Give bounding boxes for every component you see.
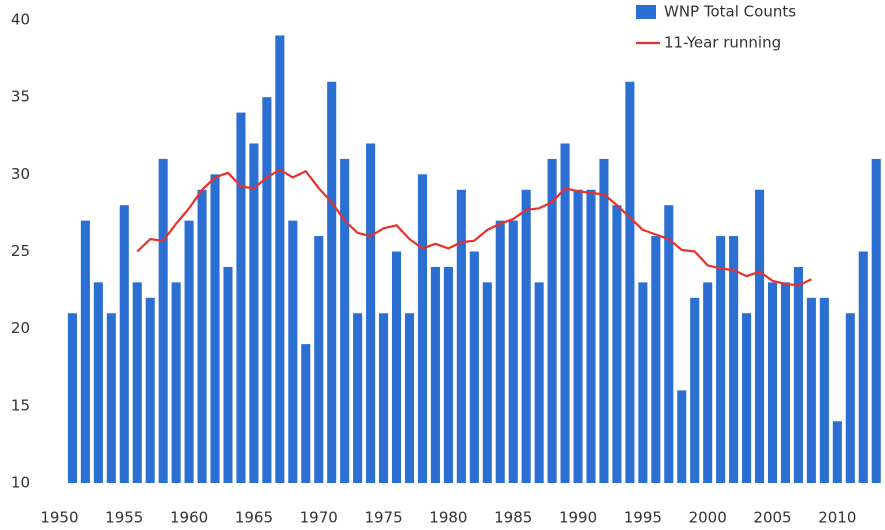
y-tick-label: 35 — [11, 88, 30, 106]
y-tick-label: 20 — [11, 319, 30, 337]
bar — [236, 112, 246, 483]
bar — [456, 189, 466, 483]
bar — [223, 266, 233, 483]
x-tick-label: 1955 — [105, 509, 143, 527]
bar — [560, 143, 570, 483]
bar — [638, 282, 648, 483]
bar — [443, 266, 453, 483]
bar — [534, 282, 544, 483]
y-tick-label: 40 — [11, 11, 30, 29]
bar — [391, 251, 402, 483]
bar — [690, 297, 700, 483]
bar — [301, 344, 311, 483]
bar — [521, 189, 531, 483]
bar — [508, 220, 518, 483]
bar — [314, 236, 324, 483]
bar — [93, 282, 103, 483]
x-tick-label: 1950 — [40, 509, 78, 527]
bar — [184, 220, 194, 483]
bar — [340, 158, 350, 483]
bar — [586, 189, 596, 483]
bar — [366, 143, 376, 483]
bar — [210, 174, 220, 484]
bar — [703, 282, 713, 483]
bar — [327, 81, 337, 483]
bar — [599, 158, 609, 483]
y-tick-label: 25 — [11, 242, 30, 260]
bar — [262, 97, 272, 484]
x-tick-label: 2005 — [753, 509, 791, 527]
bar — [793, 266, 803, 483]
legend-label: WNP Total Counts — [664, 3, 796, 21]
bar — [767, 282, 778, 483]
bar — [197, 189, 207, 483]
line — [136, 168, 812, 287]
bar — [677, 390, 687, 483]
x-tick-label: 1965 — [235, 509, 273, 527]
x-tick-label: 1985 — [494, 509, 532, 527]
y-tick-label: 10 — [11, 474, 30, 492]
x-tick-label: 1960 — [170, 509, 208, 527]
bar — [171, 282, 181, 483]
bar — [469, 251, 479, 483]
bar — [742, 313, 752, 483]
bar — [495, 220, 505, 483]
bar — [379, 313, 389, 483]
bar — [716, 236, 726, 483]
bar — [275, 35, 285, 483]
bar — [67, 313, 77, 483]
bar — [871, 158, 881, 483]
bar — [132, 282, 142, 483]
bar — [845, 313, 855, 483]
bar — [651, 236, 661, 483]
bar — [288, 220, 298, 483]
bar — [482, 282, 492, 483]
bar — [664, 205, 674, 483]
bar — [729, 236, 739, 483]
x-tick-label: 2000 — [689, 509, 727, 527]
x-tick-label: 1970 — [300, 509, 338, 527]
bar — [780, 282, 791, 483]
bar — [249, 143, 259, 483]
x-tick-label: 2010 — [818, 509, 856, 527]
x-tick-label: 1990 — [559, 509, 597, 527]
bar — [819, 297, 829, 483]
bar — [80, 220, 90, 483]
legend-swatch — [636, 5, 656, 19]
x-tick-label: 1975 — [364, 509, 402, 527]
y-tick-label: 15 — [11, 396, 30, 414]
bar — [158, 158, 168, 483]
bar — [573, 189, 583, 483]
bar — [755, 189, 765, 483]
y-tick-label: 30 — [11, 165, 30, 183]
bar — [353, 313, 363, 483]
bar — [145, 297, 155, 483]
bar — [612, 205, 622, 483]
bar — [832, 421, 842, 483]
legend-label: 11-Year running — [664, 34, 781, 52]
bar — [625, 81, 635, 483]
bar — [119, 205, 129, 483]
bar — [430, 266, 440, 483]
bar — [417, 174, 427, 484]
x-tick-label: 1980 — [429, 509, 467, 527]
bar — [106, 313, 116, 483]
bar — [806, 297, 816, 483]
bar — [858, 251, 868, 483]
bar — [547, 158, 557, 483]
bar — [404, 313, 415, 483]
x-tick-label: 1995 — [624, 509, 662, 527]
